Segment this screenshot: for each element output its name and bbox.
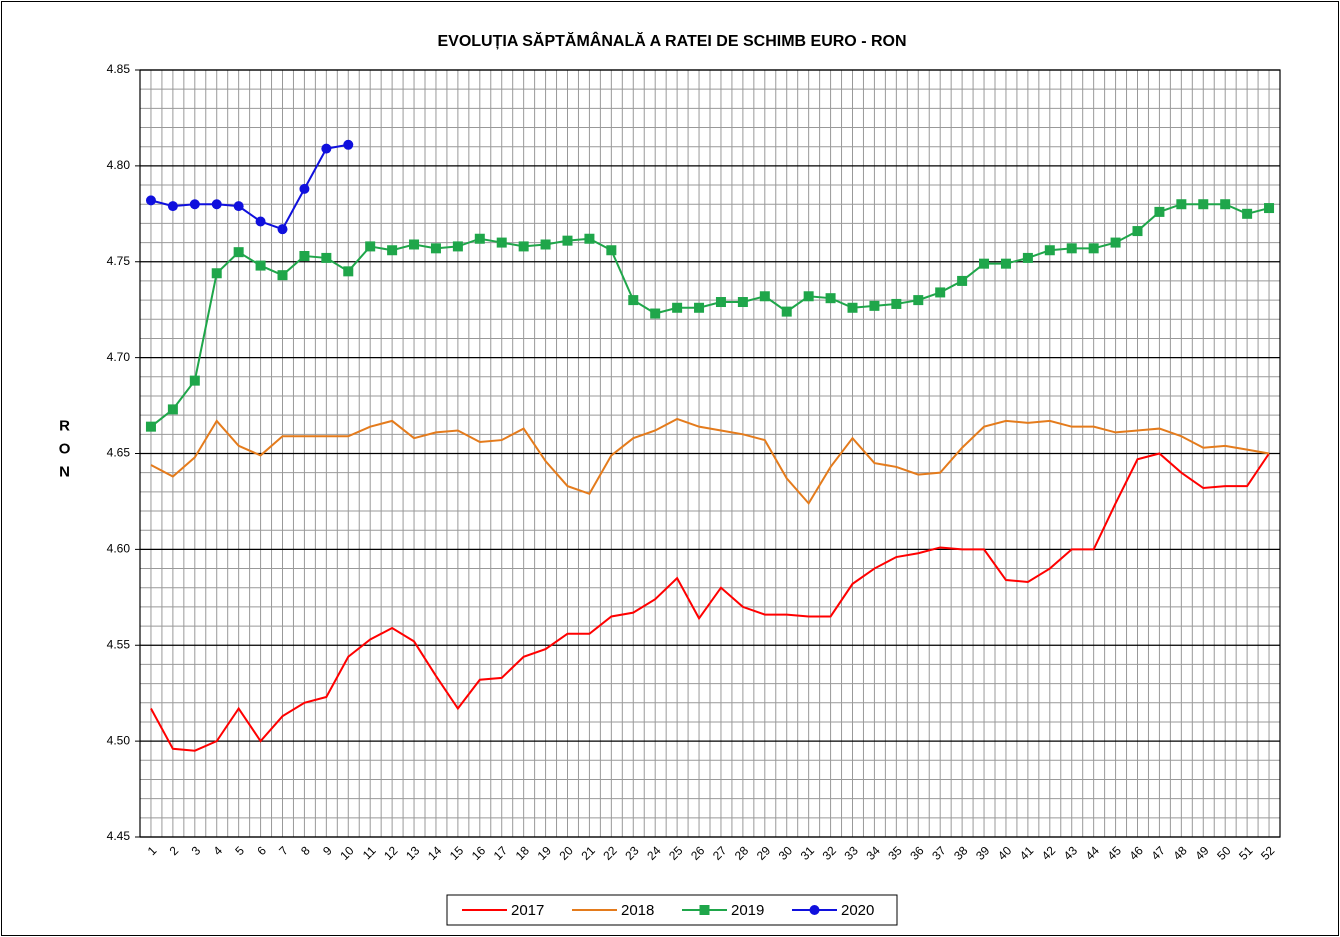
- marker: [343, 139, 354, 150]
- marker: [1242, 208, 1253, 219]
- marker: [1088, 243, 1099, 254]
- series-line: [150, 143, 349, 231]
- marker: [299, 250, 310, 261]
- y-tick-label: 4.60: [107, 542, 131, 556]
- marker: [496, 237, 507, 248]
- marker: [847, 302, 858, 313]
- marker: [1044, 245, 1055, 256]
- marker: [1110, 237, 1121, 248]
- marker: [189, 375, 200, 386]
- marker: [1022, 252, 1033, 263]
- marker: [1154, 206, 1165, 217]
- marker: [474, 233, 485, 244]
- y-tick-label: 4.70: [107, 350, 131, 364]
- marker: [957, 275, 968, 286]
- marker: [650, 308, 661, 319]
- marker: [233, 201, 244, 212]
- marker: [979, 258, 990, 269]
- series-line: [150, 452, 1270, 752]
- marker: [430, 243, 441, 254]
- y-tick-label: 4.80: [107, 158, 131, 172]
- marker: [562, 235, 573, 246]
- y-tick-label: 4.65: [107, 446, 131, 460]
- marker: [255, 216, 266, 227]
- marker: [606, 245, 617, 256]
- series-line: [150, 203, 1270, 428]
- marker: [1220, 199, 1231, 210]
- marker: [869, 300, 880, 311]
- marker: [759, 291, 770, 302]
- marker: [343, 266, 354, 277]
- marker: [365, 241, 376, 252]
- marker: [540, 239, 551, 250]
- marker: [737, 297, 748, 308]
- marker: [167, 404, 178, 415]
- marker: [891, 298, 902, 309]
- marker: [167, 201, 178, 212]
- marker: [1132, 226, 1143, 237]
- marker: [1000, 258, 1011, 269]
- y-tick-label: 4.85: [107, 62, 131, 76]
- series-line: [150, 417, 1270, 506]
- legend-label: 2018: [621, 902, 654, 919]
- marker: [628, 295, 639, 306]
- marker: [299, 183, 310, 194]
- y-tick-label: 4.75: [107, 254, 131, 268]
- marker: [672, 302, 683, 313]
- marker: [211, 199, 222, 210]
- marker: [518, 241, 529, 252]
- marker: [277, 224, 288, 235]
- marker: [1066, 243, 1077, 254]
- plot-border: [139, 69, 1281, 838]
- marker: [803, 291, 814, 302]
- y-axis-label: RON: [56, 418, 73, 487]
- y-tick-label: 4.45: [107, 829, 131, 843]
- y-tick-label: 4.50: [107, 733, 131, 747]
- legend-label: 2019: [731, 902, 764, 919]
- marker: [584, 233, 595, 244]
- marker: [409, 239, 420, 250]
- marker: [189, 199, 200, 210]
- marker: [694, 302, 705, 313]
- marker: [321, 143, 332, 154]
- legend-marker: [699, 905, 710, 915]
- marker: [145, 195, 156, 206]
- marker: [452, 241, 463, 252]
- marker: [145, 421, 156, 432]
- marker: [1176, 199, 1187, 210]
- marker: [255, 260, 266, 271]
- marker: [781, 306, 792, 317]
- chart-title: EVOLUȚIA SĂPTĂMÂNALĂ A RATEI DE SCHIMB E…: [437, 31, 906, 50]
- marker: [825, 293, 836, 304]
- marker: [913, 295, 924, 306]
- marker: [715, 297, 726, 308]
- marker: [211, 268, 222, 279]
- marker: [1198, 199, 1209, 210]
- marker: [935, 287, 946, 298]
- legend-marker: [809, 905, 820, 915]
- y-tick-label: 4.55: [107, 637, 131, 651]
- marker: [277, 270, 288, 281]
- legend-label: 2020: [841, 902, 874, 919]
- marker: [321, 252, 332, 263]
- marker: [387, 245, 398, 256]
- marker: [1264, 203, 1275, 214]
- legend-label: 2017: [511, 902, 544, 919]
- marker: [233, 247, 244, 258]
